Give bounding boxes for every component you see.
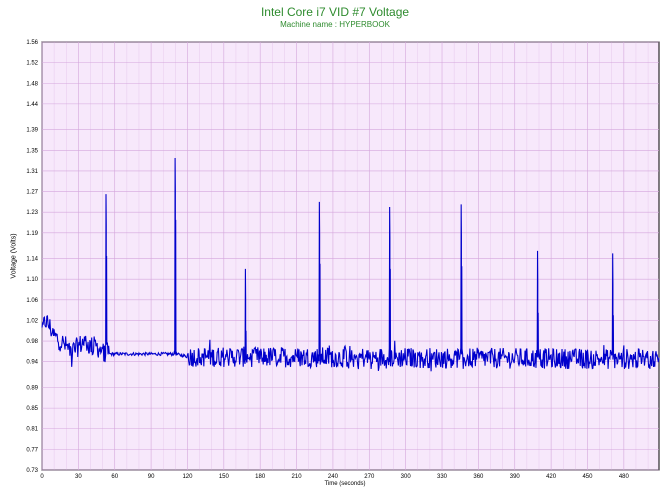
x-axis-label: Time (seconds) [324,481,366,487]
y-tick-label: 1.31 [26,169,38,175]
x-tick-label: 330 [437,474,448,480]
y-tick-label: 1.14 [26,257,38,263]
tick-labels: 0.73 0.77 0.81 0.85 0.89 0.94 0.98 1.02 1.06 1.10… [26,40,629,480]
y-tick-label: 0.73 [26,468,38,474]
y-tick-label: 1.35 [26,148,38,154]
x-tick-label: 390 [510,474,521,480]
y-tick-label: 1.56 [26,40,38,46]
x-tick-label: 210 [292,474,303,480]
y-tick-label: 0.77 [26,447,38,453]
x-tick-label: 150 [219,474,230,480]
x-tick-label: 270 [364,474,375,480]
x-tick-label: 360 [473,474,484,480]
y-tick-label: 0.81 [26,427,38,433]
y-tick-label: 1.52 [26,61,38,67]
y-tick-label: 0.85 [26,406,38,412]
y-tick-label: 1.44 [26,102,38,108]
y-tick-label: 1.19 [26,231,38,237]
x-tick-label: 450 [582,474,593,480]
x-tick-label: 120 [182,474,193,480]
y-tick-label: 1.02 [26,318,38,324]
y-tick-label: 1.48 [26,81,38,87]
chart-subtitle: Machine name : HYPERBOOK [280,20,390,29]
y-tick-label: 0.89 [26,385,38,391]
y-tick-label: 1.23 [26,210,38,216]
y-tick-label: 0.94 [26,360,38,366]
chart-title: Intel Core i7 VID #7 Voltage [260,5,410,19]
x-tick-label: 300 [401,474,412,480]
y-tick-label: 1.06 [26,298,38,304]
y-tick-label: 1.39 [26,128,38,134]
x-tick-label: 240 [328,474,339,480]
y-tick-label: 0.98 [26,339,38,345]
x-tick-label: 0 [40,474,44,480]
x-tick-label: 180 [255,474,266,480]
x-tick-label: 60 [111,474,118,480]
grid-lines [41,41,659,471]
x-tick-label: 420 [546,474,557,480]
plot-area [41,41,660,471]
series-layer [41,158,660,372]
voltage-series-line [41,158,660,372]
x-tick-label: 90 [148,474,155,480]
y-tick-label: 1.10 [26,277,38,283]
x-tick-label: 30 [75,474,82,480]
y-tick-label: 1.27 [26,190,38,196]
x-tick-label: 480 [619,474,630,480]
